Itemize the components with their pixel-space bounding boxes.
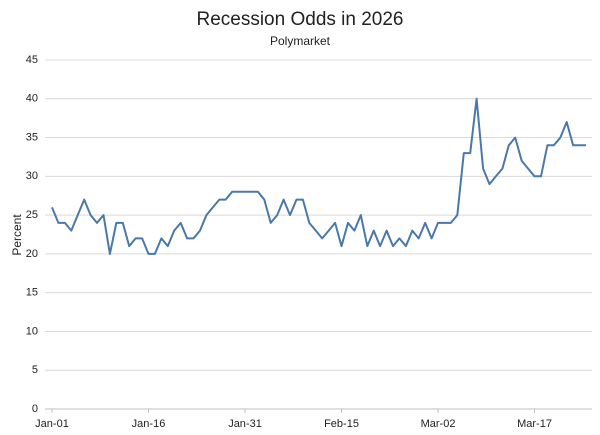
y-tick-label: 20 <box>26 248 38 260</box>
y-tick-label: 0 <box>32 403 38 415</box>
x-tick-label: Mar-02 <box>421 418 456 430</box>
x-tick-label: Jan-16 <box>132 418 166 430</box>
chart-subtitle: Polymarket <box>270 34 331 48</box>
line <box>51 97 586 255</box>
y-tick-label: 10 <box>26 325 38 337</box>
y-tick-label: 15 <box>26 287 38 299</box>
y-axis-label: Percent <box>10 214 24 256</box>
y-tick-label: 45 <box>26 54 38 66</box>
chart-title: Recession Odds in 2026 <box>196 9 403 30</box>
x-tick-label: Feb-15 <box>324 418 359 430</box>
y-tick-label: 5 <box>32 364 38 376</box>
y-tick-label: 25 <box>26 209 38 221</box>
y-tick-label: 35 <box>26 131 38 143</box>
x-tick-label: Jan-01 <box>35 418 69 430</box>
y-tick-label: 40 <box>26 93 38 105</box>
x-tick-label: Jan-31 <box>228 418 262 430</box>
y-tick-label: 30 <box>26 170 38 182</box>
x-tick-label: Mar-17 <box>517 418 552 430</box>
